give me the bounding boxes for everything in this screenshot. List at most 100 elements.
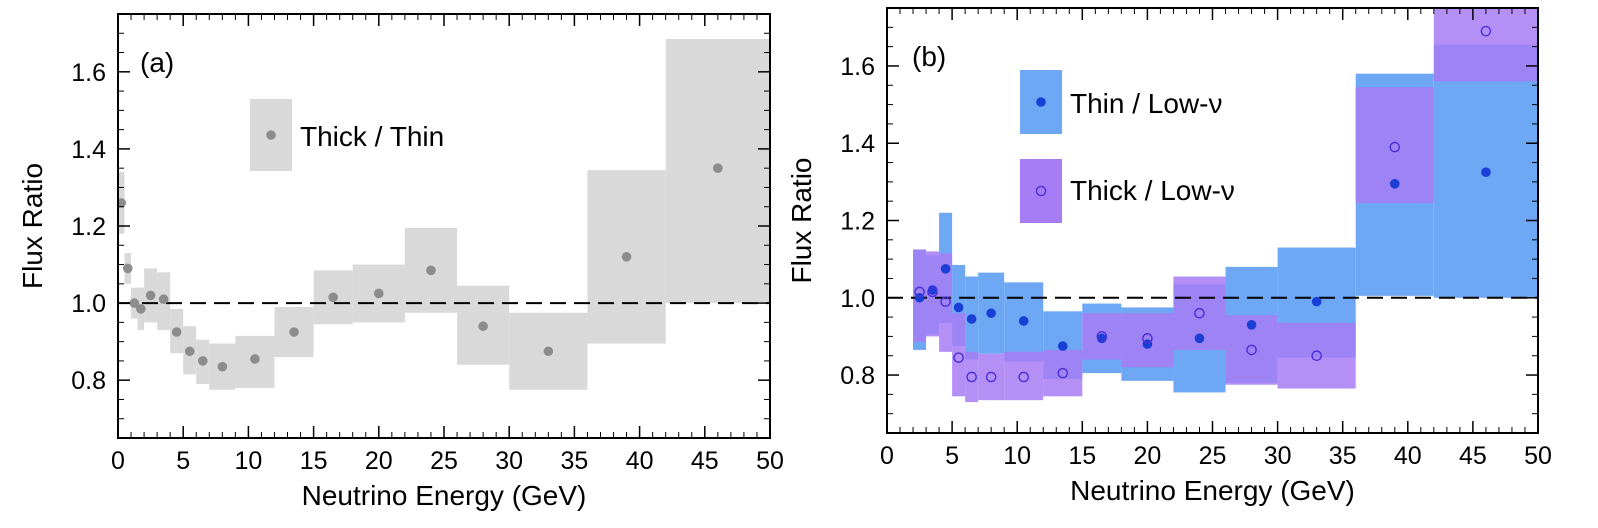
data-point-1-5 xyxy=(966,314,977,324)
data-point-2-8 xyxy=(1057,367,1069,379)
panel-a: 0 5 10 15 20 25 30 35 40 45 50 0.8 1.0 1.2 1.4 1.6 Neutr… xyxy=(17,13,784,511)
panel-b: 0 5 10 15 20 25 30 35 40 45 50 0.8 1.0 1.2 1.4 1.6 Neutr… xyxy=(786,7,1552,506)
data-point-1-17 xyxy=(543,346,554,357)
legend-marker xyxy=(266,130,276,140)
y-tick-label: 1.4 xyxy=(840,130,875,158)
y-tick-label: 1.6 xyxy=(840,53,875,81)
data-point-2-13 xyxy=(1311,350,1322,362)
uncertainty-band-2-8 xyxy=(1043,349,1083,397)
data-point-1-14 xyxy=(1389,178,1400,189)
x-tick-label: 45 xyxy=(691,447,719,475)
plot-area xyxy=(118,39,770,390)
data-point-1-8 xyxy=(1057,341,1068,351)
x-tick-label: 10 xyxy=(1003,442,1031,470)
data-point-1-12 xyxy=(1246,320,1257,330)
panel-label: (a) xyxy=(140,47,174,78)
legend-label: Thick / Low-ν xyxy=(1070,175,1235,206)
panel-label: (b) xyxy=(912,41,946,72)
y-tick-label: 1.2 xyxy=(840,208,875,236)
x-tick-label: 0 xyxy=(880,442,894,470)
x-tick-label: 50 xyxy=(1524,442,1552,470)
data-point-1-9 xyxy=(197,356,208,366)
legend-label: Thin / Low-ν xyxy=(1070,88,1223,119)
uncertainty-band-2-6 xyxy=(978,353,1005,401)
data-point-2-11 xyxy=(1194,307,1205,319)
x-tick-label: 15 xyxy=(1068,442,1096,470)
y-tick-label: 0.8 xyxy=(71,367,106,395)
data-point-1-1 xyxy=(118,198,127,208)
data-point-1-8 xyxy=(184,346,195,357)
data-point-2-5 xyxy=(966,371,977,383)
y-tick-label: 1.2 xyxy=(71,213,106,241)
data-point-2-10 xyxy=(1142,333,1153,344)
data-point-2-3 xyxy=(940,296,951,307)
x-tick-label: 30 xyxy=(495,447,523,475)
x-tick-label: 25 xyxy=(430,447,458,475)
data-point-1-13 xyxy=(328,292,338,303)
data-point-1-10 xyxy=(217,361,228,372)
y-tick-label: 1.4 xyxy=(71,136,106,164)
x-tick-label: 35 xyxy=(560,447,588,475)
x-tick-label: 35 xyxy=(1329,442,1357,470)
x-tick-label: 30 xyxy=(1264,442,1292,470)
data-point-2-12 xyxy=(1246,344,1257,356)
x-tick-label: 5 xyxy=(176,447,190,475)
data-point-1-5 xyxy=(145,290,156,301)
x-tick-label: 40 xyxy=(1394,442,1422,470)
y-tick-label: 0.8 xyxy=(840,362,875,390)
data-point-1-6 xyxy=(986,308,996,319)
x-tick-label: 50 xyxy=(756,447,784,475)
data-point-2-15 xyxy=(1480,25,1492,37)
data-point-2-4 xyxy=(953,352,964,363)
uncertainty-band-2-4 xyxy=(952,313,966,397)
uncertainty-band-2-3 xyxy=(939,253,953,352)
uncertainty-band-2-7 xyxy=(1004,351,1044,401)
data-point-1-13 xyxy=(1311,296,1322,307)
legend-marker xyxy=(1035,185,1047,197)
x-tick-label: 20 xyxy=(1133,442,1161,470)
y-axis-title: Flux Ratio xyxy=(17,163,48,289)
x-tick-label: 0 xyxy=(111,447,125,475)
data-point-1-18 xyxy=(621,252,632,262)
data-point-1-3 xyxy=(129,298,140,308)
data-point-1-3 xyxy=(940,263,951,274)
data-point-1-2 xyxy=(122,263,133,274)
x-tick-label: 10 xyxy=(234,447,262,475)
data-point-1-11 xyxy=(250,354,260,364)
data-point-1-7 xyxy=(1018,316,1029,326)
data-point-2-9 xyxy=(1096,331,1108,342)
data-point-2-6 xyxy=(985,371,997,383)
legend-marker xyxy=(1036,97,1046,107)
y-tick-label: 1.0 xyxy=(71,290,106,318)
data-point-1-14 xyxy=(374,288,384,299)
data-point-1-7 xyxy=(171,327,182,337)
legend-entry-2: Thick / Low-ν xyxy=(1020,159,1235,223)
x-axis-title: Neutrino Energy (GeV) xyxy=(1070,475,1355,506)
data-point-1-15 xyxy=(1481,167,1491,178)
data-point-1-12 xyxy=(289,327,299,337)
data-point-2-7 xyxy=(1018,371,1030,383)
data-point-1-19 xyxy=(713,163,723,173)
uncertainty-band-2-15 xyxy=(1433,8,1538,82)
x-axis-title: Neutrino Energy (GeV) xyxy=(302,480,587,511)
data-point-1-16 xyxy=(478,321,488,332)
legend-swatch xyxy=(1020,159,1062,223)
x-tick-label: 40 xyxy=(626,447,654,475)
uncertainty-band-2-5 xyxy=(965,351,979,403)
uncertainty-band-2-13 xyxy=(1277,322,1356,389)
y-tick-label: 1.0 xyxy=(840,285,875,313)
y-axis-title: Flux Ratio xyxy=(786,157,817,283)
x-tick-label: 20 xyxy=(365,447,393,475)
data-point-1-4 xyxy=(953,302,964,313)
data-point-2-2 xyxy=(927,286,938,298)
x-tick-label: 25 xyxy=(1199,442,1227,470)
x-tick-label: 45 xyxy=(1459,442,1487,470)
data-point-1-4 xyxy=(136,304,146,314)
data-point-2-14 xyxy=(1389,141,1401,153)
data-point-1-15 xyxy=(426,265,436,276)
data-point-1-11 xyxy=(1194,333,1205,344)
legend-entry-1: Thick / Thin xyxy=(250,99,444,171)
data-point-2-1 xyxy=(914,286,925,298)
data-point-1-6 xyxy=(158,294,169,305)
